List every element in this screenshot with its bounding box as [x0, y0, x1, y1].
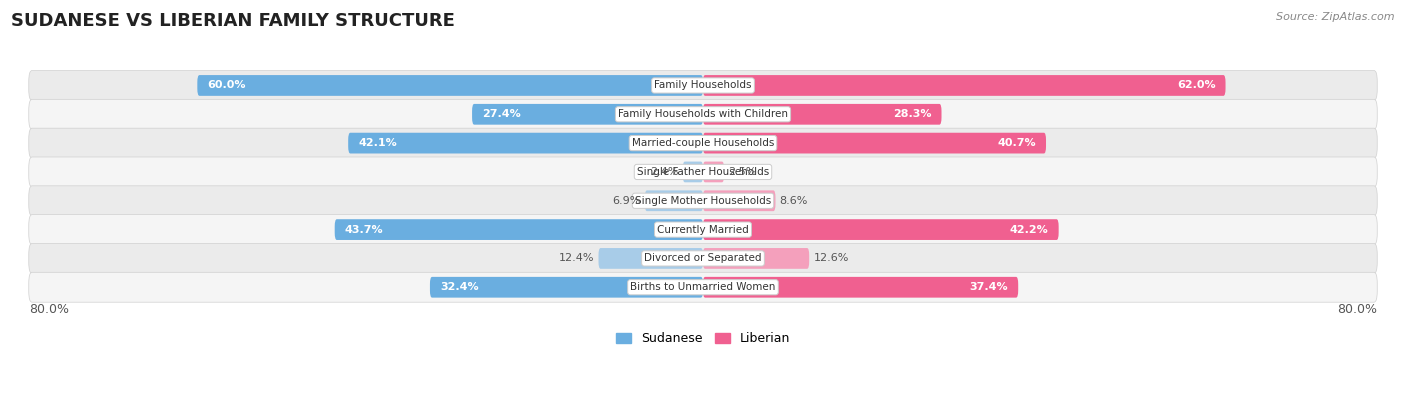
Text: Source: ZipAtlas.com: Source: ZipAtlas.com: [1277, 12, 1395, 22]
Text: Single Mother Households: Single Mother Households: [636, 196, 770, 206]
Text: 6.9%: 6.9%: [612, 196, 641, 206]
FancyBboxPatch shape: [645, 190, 703, 211]
Text: 42.1%: 42.1%: [359, 138, 396, 148]
FancyBboxPatch shape: [703, 162, 724, 182]
Text: 27.4%: 27.4%: [482, 109, 522, 119]
Text: 40.7%: 40.7%: [997, 138, 1036, 148]
Text: 12.6%: 12.6%: [814, 254, 849, 263]
FancyBboxPatch shape: [599, 248, 703, 269]
Text: Divorced or Separated: Divorced or Separated: [644, 254, 762, 263]
FancyBboxPatch shape: [197, 75, 703, 96]
FancyBboxPatch shape: [703, 219, 1059, 240]
FancyBboxPatch shape: [335, 219, 703, 240]
FancyBboxPatch shape: [28, 186, 1378, 216]
FancyBboxPatch shape: [703, 133, 1046, 154]
FancyBboxPatch shape: [349, 133, 703, 154]
Text: SUDANESE VS LIBERIAN FAMILY STRUCTURE: SUDANESE VS LIBERIAN FAMILY STRUCTURE: [11, 12, 456, 30]
Text: 2.4%: 2.4%: [650, 167, 679, 177]
Text: 43.7%: 43.7%: [344, 225, 384, 235]
Text: 8.6%: 8.6%: [780, 196, 808, 206]
FancyBboxPatch shape: [28, 157, 1378, 187]
Text: 12.4%: 12.4%: [558, 254, 595, 263]
Text: Family Households with Children: Family Households with Children: [619, 109, 787, 119]
FancyBboxPatch shape: [28, 100, 1378, 129]
Text: 80.0%: 80.0%: [1337, 303, 1378, 316]
FancyBboxPatch shape: [28, 71, 1378, 100]
FancyBboxPatch shape: [683, 162, 703, 182]
Text: 32.4%: 32.4%: [440, 282, 478, 292]
Text: Currently Married: Currently Married: [657, 225, 749, 235]
Text: 2.5%: 2.5%: [728, 167, 756, 177]
FancyBboxPatch shape: [430, 277, 703, 297]
FancyBboxPatch shape: [28, 128, 1378, 158]
Text: 80.0%: 80.0%: [28, 303, 69, 316]
FancyBboxPatch shape: [703, 104, 942, 125]
FancyBboxPatch shape: [703, 277, 1018, 297]
Legend: Sudanese, Liberian: Sudanese, Liberian: [610, 327, 796, 350]
Text: Single Father Households: Single Father Households: [637, 167, 769, 177]
Text: Married-couple Households: Married-couple Households: [631, 138, 775, 148]
FancyBboxPatch shape: [703, 190, 776, 211]
FancyBboxPatch shape: [703, 248, 810, 269]
FancyBboxPatch shape: [28, 243, 1378, 273]
Text: 60.0%: 60.0%: [208, 81, 246, 90]
Text: Births to Unmarried Women: Births to Unmarried Women: [630, 282, 776, 292]
Text: Family Households: Family Households: [654, 81, 752, 90]
FancyBboxPatch shape: [28, 214, 1378, 245]
Text: 28.3%: 28.3%: [893, 109, 931, 119]
FancyBboxPatch shape: [703, 75, 1226, 96]
FancyBboxPatch shape: [28, 272, 1378, 302]
Text: 37.4%: 37.4%: [970, 282, 1008, 292]
FancyBboxPatch shape: [472, 104, 703, 125]
Text: 62.0%: 62.0%: [1177, 81, 1215, 90]
Text: 42.2%: 42.2%: [1010, 225, 1049, 235]
